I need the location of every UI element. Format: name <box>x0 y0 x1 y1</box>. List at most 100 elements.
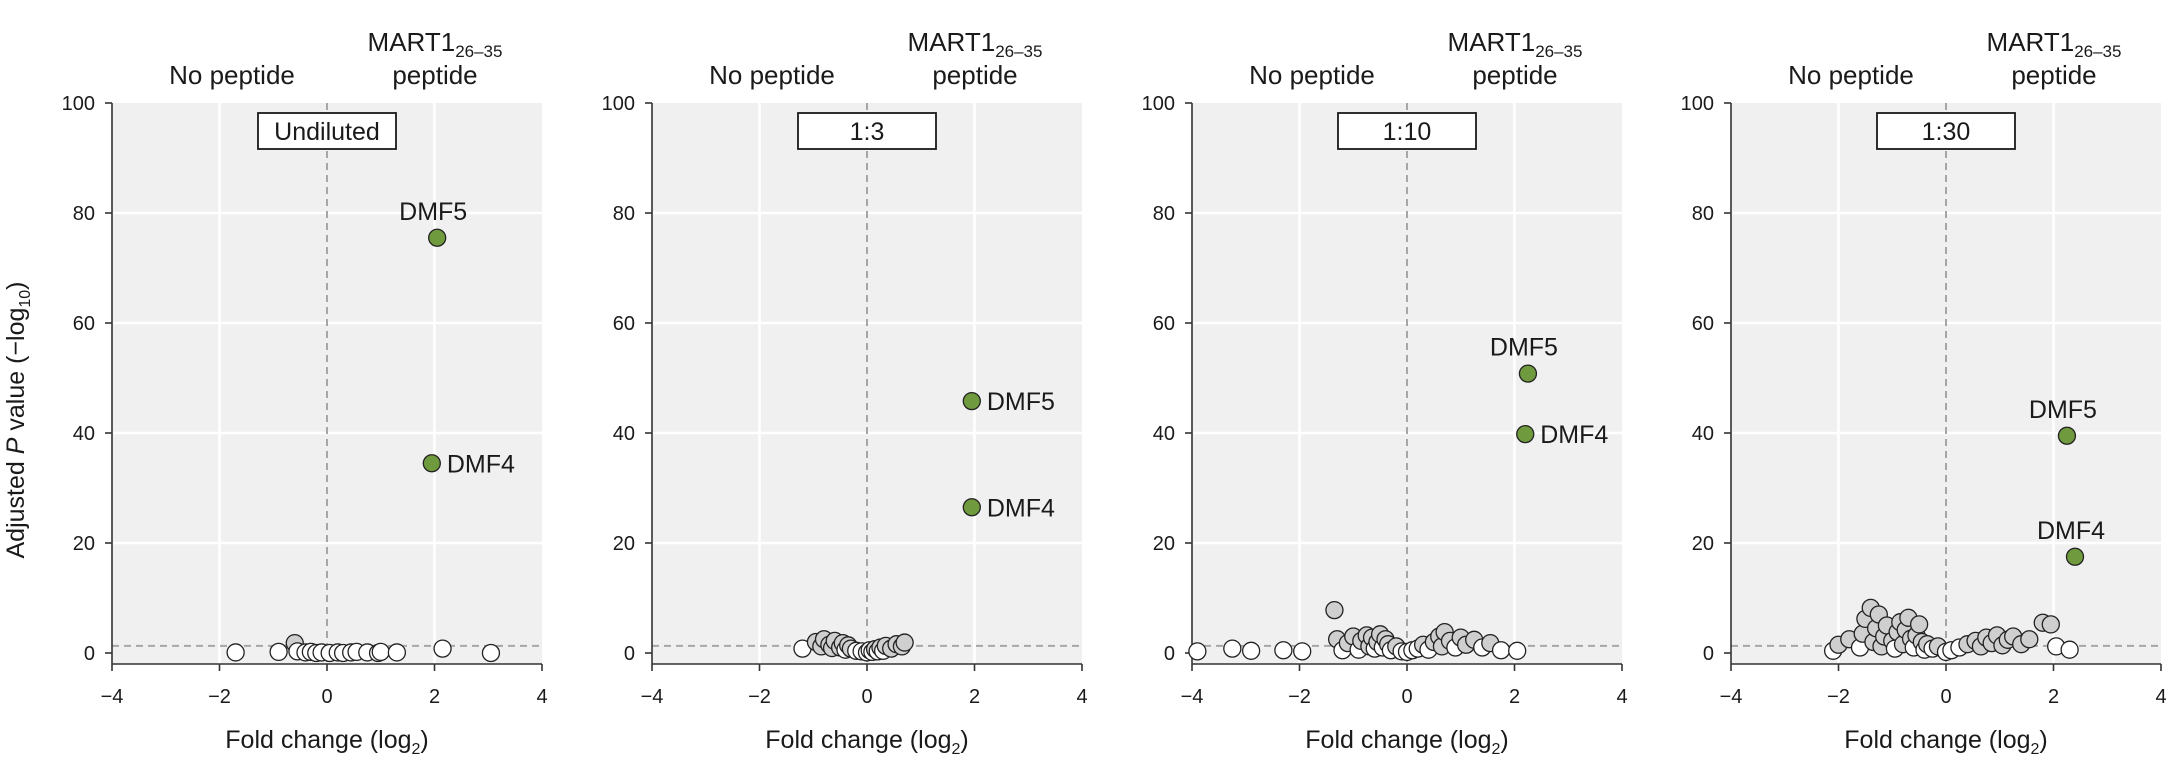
header-peptide: peptide <box>2011 60 2096 90</box>
data-point <box>2060 640 2079 659</box>
x-tick-label: 0 <box>1940 686 1951 708</box>
header-no-peptide: No peptide <box>169 60 295 90</box>
data-point <box>481 643 501 663</box>
highlight-label-dmf4: DMF4 <box>1540 421 1608 449</box>
y-tick-label: 20 <box>613 533 635 555</box>
y-tick-label: 100 <box>62 93 95 115</box>
y-tick-label: 40 <box>613 423 635 445</box>
data-point <box>269 642 288 662</box>
highlight-label-dmf4: DMF4 <box>2037 517 2105 545</box>
x-axis-label-main: Fold change (log <box>1844 726 2030 754</box>
x-tick-label: −2 <box>208 686 231 708</box>
data-point <box>433 639 452 658</box>
x-axis-label-end: ) <box>2039 726 2047 754</box>
x-axis-label-end: ) <box>960 726 968 754</box>
y-tick-label: 20 <box>73 533 95 555</box>
x-axis-label-sub: 2 <box>412 741 421 758</box>
x-tick-label: 4 <box>536 686 547 708</box>
dilution-label-box <box>797 112 937 150</box>
highlighted-point-dmf5 <box>1518 364 1538 383</box>
dilution-label-box <box>1876 112 2016 150</box>
x-axis-label-main: Fold change (log <box>1305 726 1491 754</box>
x-tick-label: 4 <box>2155 686 2166 708</box>
data-point <box>1241 641 1261 660</box>
x-tick-label: 4 <box>1616 686 1627 708</box>
x-axis-label-end: ) <box>1500 726 1508 754</box>
highlight-label-dmf4: DMF4 <box>447 450 515 478</box>
header-no-peptide: No peptide <box>1788 60 1914 90</box>
y-tick-label: 60 <box>1153 313 1175 335</box>
dilution-label-box <box>257 112 397 150</box>
x-axis-label: Fold change (log2) <box>1305 726 1508 758</box>
y-tick-label: 0 <box>624 643 635 665</box>
data-point <box>1293 642 1312 661</box>
dilution-label: 1:10 <box>1383 118 1432 146</box>
x-tick-label: −4 <box>641 686 664 708</box>
header-peptide: peptide <box>392 60 477 90</box>
y-tick-label: 80 <box>73 203 95 225</box>
header-mart1-sub: 26–35 <box>455 42 502 61</box>
x-axis-label-sub: 2 <box>952 741 961 758</box>
x-axis-label: Fold change (log2) <box>225 726 428 758</box>
y-axis-label-suffix: ) <box>2 281 30 289</box>
highlighted-point-dmf5 <box>428 228 447 247</box>
y-axis-label-mid: value (−log <box>2 308 30 438</box>
x-tick-label: 0 <box>321 686 332 708</box>
y-tick-label: 40 <box>73 423 95 445</box>
data-point <box>371 642 390 662</box>
y-tick-label: 40 <box>1153 423 1175 445</box>
x-tick-label: 4 <box>1076 686 1087 708</box>
y-tick-label: 20 <box>1692 533 1714 555</box>
header-peptide: peptide <box>932 60 1017 90</box>
x-tick-label: −4 <box>101 686 124 708</box>
x-tick-label: 0 <box>1401 686 1412 708</box>
dilution-label-box <box>1337 112 1477 150</box>
data-point <box>226 643 245 662</box>
highlight-label-dmf5: DMF5 <box>2029 396 2097 424</box>
header-no-peptide: No peptide <box>709 60 835 90</box>
x-axis-label-main: Fold change (log <box>225 726 411 754</box>
y-tick-label: 80 <box>1153 203 1175 225</box>
x-tick-label: −4 <box>1181 686 1204 708</box>
dilution-label: 1:30 <box>1922 118 1971 146</box>
highlight-label-dmf5: DMF5 <box>399 198 467 226</box>
data-point <box>1325 600 1344 620</box>
x-axis-label-main: Fold change (log <box>765 726 951 754</box>
y-tick-label: 60 <box>613 313 635 335</box>
highlighted-point-dmf5 <box>962 391 981 411</box>
x-tick-label: −2 <box>1827 686 1850 708</box>
x-tick-label: 2 <box>429 686 440 708</box>
highlight-label-dmf5: DMF5 <box>1490 334 1558 362</box>
data-point <box>387 643 407 662</box>
y-axis-label-italic: P <box>2 437 30 454</box>
y-tick-label: 60 <box>1692 313 1714 335</box>
header-mart1-name: MART1 <box>1987 27 2075 57</box>
y-axis-label-prefix: Adjusted <box>2 454 30 558</box>
y-tick-label: 80 <box>613 203 635 225</box>
data-point <box>1188 642 1207 661</box>
header-mart1-sub: 26–35 <box>2074 42 2121 61</box>
x-axis-label: Fold change (log2) <box>1844 726 2047 758</box>
x-axis-label-end: ) <box>420 726 428 754</box>
data-point <box>1274 641 1293 660</box>
header-no-peptide: No peptide <box>1249 60 1375 90</box>
x-tick-label: 2 <box>969 686 980 708</box>
highlighted-point-dmf4 <box>1516 424 1535 444</box>
header-mart1: MART126–35 <box>1987 27 2122 61</box>
highlighted-point-dmf4 <box>962 498 981 517</box>
data-point <box>1508 641 1527 660</box>
y-tick-label: 0 <box>1164 643 1175 665</box>
y-tick-label: 40 <box>1692 423 1714 445</box>
y-tick-label: 0 <box>84 643 95 665</box>
header-mart1: MART126–35 <box>1448 27 1583 61</box>
y-axis-label-sub: 10 <box>17 290 34 308</box>
highlight-label-dmf4: DMF4 <box>987 494 1055 522</box>
y-tick-label: 80 <box>1692 203 1714 225</box>
data-point <box>1909 615 1929 634</box>
y-tick-label: 100 <box>602 93 635 115</box>
